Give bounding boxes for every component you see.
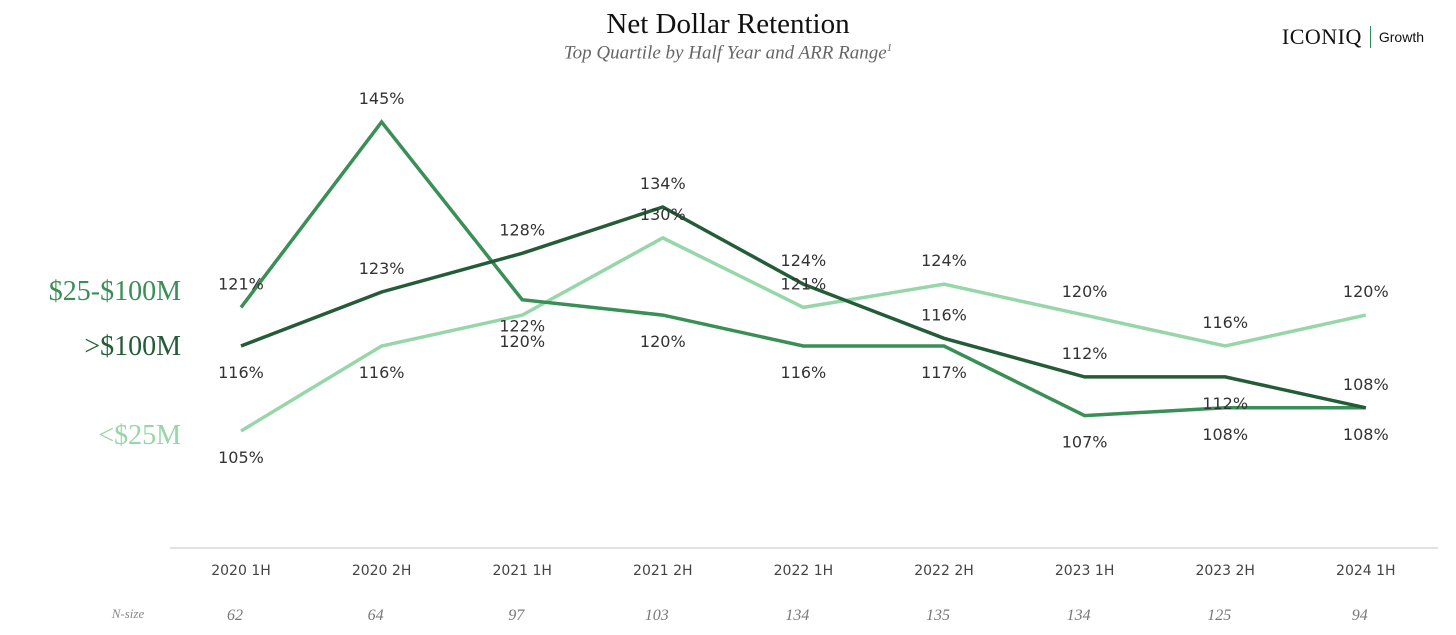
data-label-s1-p4: 124% [781, 251, 827, 270]
data-label-s1-p1: 123% [359, 259, 405, 278]
chart-subtitle: Top Quartile by Half Year and ARR Range1 [0, 42, 1456, 64]
series-line-1 [240, 205, 1367, 410]
data-label-s0-p4: 116% [781, 363, 827, 382]
chart-title: Net Dollar Retention [606, 8, 850, 40]
brand-sub: Growth [1378, 29, 1424, 45]
data-label-s1-p0: 116% [218, 363, 264, 382]
data-label-s2-p4: 121% [781, 274, 827, 293]
x-tick-label: 2022 2H [914, 563, 974, 579]
data-label-s1-p2: 128% [499, 220, 545, 239]
series-line-0 [239, 119, 1366, 418]
data-label-s1-p5: 116% [921, 305, 967, 324]
data-label-s0-p5: 117% [921, 363, 967, 382]
x-tick-label: 2023 2H [1195, 563, 1255, 579]
data-label-s2-p0: 105% [218, 448, 264, 467]
data-label-s0-p7: 108% [1202, 425, 1248, 444]
nsize-value: 134 [1067, 607, 1091, 624]
data-label-s2-p3: 130% [640, 205, 686, 224]
nsize-value: 103 [645, 607, 669, 624]
data-label-s0-p3: 120% [640, 332, 686, 351]
data-label-s0-p6: 107% [1062, 433, 1108, 452]
x-tick-label: 2023 1H [1055, 563, 1115, 579]
x-tick-label: 2024 1H [1336, 563, 1396, 579]
data-label-s0-p0: 121% [218, 274, 264, 293]
brand-divider [1369, 26, 1371, 48]
data-label-s1-p3: 134% [640, 174, 686, 193]
x-tick-label: 2020 1H [211, 563, 271, 579]
data-label-s0-p1: 145% [359, 89, 405, 108]
data-label-s1-p6: 112% [1062, 344, 1108, 363]
nsize-value: 94 [1352, 607, 1368, 624]
data-label-s2-p7: 116% [1202, 313, 1248, 332]
data-label-s1-p7: 112% [1202, 394, 1248, 413]
subtitle-footnote: 1 [886, 42, 893, 54]
nsize-value: 125 [1207, 607, 1231, 624]
nsize-value: 135 [926, 607, 950, 624]
brand-name: ICONIQ [1281, 24, 1362, 49]
brand-logo: ICONIQ Growth [1282, 24, 1424, 50]
series-label-mid: $25-$100M [48, 276, 181, 307]
nsize-value: 97 [508, 607, 525, 624]
data-label-s2-p6: 120% [1062, 282, 1108, 301]
x-tick-label: 2021 1H [492, 563, 552, 579]
series-line-2 [240, 235, 1367, 433]
x-tick-label: 2020 2H [352, 563, 412, 579]
data-label-s2-p5: 124% [921, 251, 967, 270]
nsize-value: 64 [368, 607, 384, 624]
data-label-s2-p2: 120% [499, 332, 545, 351]
nsize-value: 134 [785, 607, 809, 624]
series-label-large: >$100M [84, 331, 181, 362]
data-label-s2-p8: 120% [1343, 282, 1389, 301]
x-tick-label: 2021 2H [633, 563, 693, 579]
data-label-s2-p1: 116% [359, 363, 405, 382]
data-label-s0-p2: 122% [499, 317, 545, 336]
nsize-value: 62 [227, 607, 243, 624]
data-label-s0-p8: 108% [1343, 425, 1389, 444]
data-label-s1-p8: 108% [1343, 375, 1389, 394]
x-tick-label: 2022 1H [774, 563, 834, 579]
nsize-label: N-size [111, 606, 145, 621]
series-label-small: <$25M [98, 420, 181, 451]
chart-subtitle-text: Top Quartile by Half Year and ARR Range [563, 42, 887, 64]
